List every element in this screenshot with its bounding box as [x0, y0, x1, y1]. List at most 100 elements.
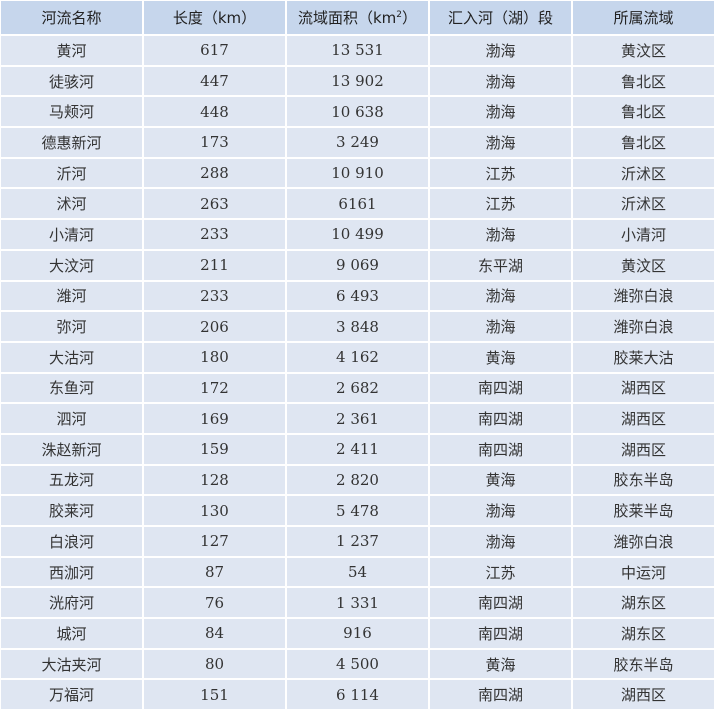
cell-basin: 鲁北区 [573, 128, 714, 157]
cell-basin: 鲁北区 [573, 66, 714, 96]
cell-outflow: 东平湖 [430, 250, 571, 280]
cell-length: 130 [144, 496, 285, 525]
cell-basin: 小清河 [573, 220, 714, 249]
cell-basin-area: 6 493 [287, 281, 428, 311]
cell-river-name: 黄河 [1, 36, 142, 65]
cell-river-name: 沂河 [1, 158, 142, 188]
header-basin-area-close: ） [402, 9, 418, 27]
cell-basin: 潍弥白浪 [573, 312, 714, 341]
cell-outflow: 黄海 [430, 649, 571, 679]
cell-river-name: 五龙河 [1, 465, 142, 495]
cell-length: 84 [144, 619, 285, 648]
table-row: 小清河 233 10 499 渤海 小清河 [1, 220, 714, 249]
cell-basin: 胶莱大沽 [573, 342, 714, 372]
cell-river-name: 马颊河 [1, 97, 142, 127]
cell-length: 172 [144, 373, 285, 403]
cell-outflow: 黄海 [430, 465, 571, 495]
cell-outflow: 江苏 [430, 158, 571, 188]
header-length: 长度（km） [144, 1, 285, 34]
cell-length: 76 [144, 588, 285, 618]
cell-length: 180 [144, 342, 285, 372]
cell-river-name: 小清河 [1, 220, 142, 249]
table-row: 潍河 233 6 493 渤海 潍弥白浪 [1, 281, 714, 311]
table-row: 徒骇河 447 13 902 渤海 鲁北区 [1, 66, 714, 96]
cell-basin: 黄汶区 [573, 250, 714, 280]
cell-river-name: 沭河 [1, 189, 142, 219]
cell-outflow: 黄海 [430, 342, 571, 372]
cell-river-name: 大沽夹河 [1, 649, 142, 679]
cell-river-name: 城河 [1, 619, 142, 648]
cell-length: 173 [144, 128, 285, 157]
cell-outflow: 渤海 [430, 66, 571, 96]
cell-basin-area: 2 411 [287, 434, 428, 464]
cell-outflow: 渤海 [430, 220, 571, 249]
header-outflow: 汇入河（湖）段 [430, 1, 571, 34]
cell-basin: 沂沭区 [573, 158, 714, 188]
cell-basin-area: 54 [287, 557, 428, 587]
table-row: 西泇河 87 54 江苏 中运河 [1, 557, 714, 587]
cell-basin-area: 5 478 [287, 496, 428, 525]
cell-basin-area: 2 820 [287, 465, 428, 495]
cell-length: 169 [144, 404, 285, 433]
cell-river-name: 弥河 [1, 312, 142, 341]
cell-outflow: 南四湖 [430, 373, 571, 403]
cell-basin: 湖西区 [573, 680, 714, 710]
cell-basin: 胶东半岛 [573, 465, 714, 495]
cell-basin: 胶东半岛 [573, 649, 714, 679]
cell-length: 159 [144, 434, 285, 464]
header-row: 河流名称 长度（km） 流域面积（km2） 汇入河（湖）段 所属流域 [1, 1, 714, 34]
cell-outflow: 渤海 [430, 128, 571, 157]
cell-basin-area: 3 848 [287, 312, 428, 341]
cell-basin-area: 10 910 [287, 158, 428, 188]
cell-outflow: 江苏 [430, 557, 571, 587]
cell-river-name: 潍河 [1, 281, 142, 311]
table-row: 泗河 169 2 361 南四湖 湖西区 [1, 404, 714, 433]
cell-basin-area: 2 361 [287, 404, 428, 433]
table-row: 白浪河 127 1 237 渤海 潍弥白浪 [1, 527, 714, 556]
cell-basin-area: 6161 [287, 189, 428, 219]
table-row: 大沽夹河 80 4 500 黄海 胶东半岛 [1, 649, 714, 679]
cell-river-name: 洸府河 [1, 588, 142, 618]
cell-length: 127 [144, 527, 285, 556]
cell-outflow: 渤海 [430, 36, 571, 65]
cell-outflow: 渤海 [430, 312, 571, 341]
table-row: 大沽河 180 4 162 黄海 胶莱大沽 [1, 342, 714, 372]
table-row: 洙赵新河 159 2 411 南四湖 湖西区 [1, 434, 714, 464]
cell-basin: 湖东区 [573, 619, 714, 648]
cell-basin-area: 1 237 [287, 527, 428, 556]
cell-basin-area: 2 682 [287, 373, 428, 403]
header-basin: 所属流域 [573, 1, 714, 34]
header-basin-area: 流域面积（km2） [287, 1, 428, 34]
cell-outflow: 渤海 [430, 281, 571, 311]
cell-basin: 沂沭区 [573, 189, 714, 219]
cell-basin-area: 3 249 [287, 128, 428, 157]
table-row: 五龙河 128 2 820 黄海 胶东半岛 [1, 465, 714, 495]
table-row: 沭河 263 6161 江苏 沂沭区 [1, 189, 714, 219]
cell-basin: 湖东区 [573, 588, 714, 618]
cell-length: 151 [144, 680, 285, 710]
cell-outflow: 渤海 [430, 97, 571, 127]
cell-river-name: 西泇河 [1, 557, 142, 587]
cell-length: 447 [144, 66, 285, 96]
cell-river-name: 泗河 [1, 404, 142, 433]
cell-basin-area: 6 114 [287, 680, 428, 710]
cell-length: 233 [144, 220, 285, 249]
cell-basin: 中运河 [573, 557, 714, 587]
cell-river-name: 胶莱河 [1, 496, 142, 525]
header-basin-area-text: 流域面积（km [297, 9, 397, 27]
cell-outflow: 南四湖 [430, 619, 571, 648]
table-row: 德惠新河 173 3 249 渤海 鲁北区 [1, 128, 714, 157]
cell-length: 617 [144, 36, 285, 65]
table-row: 东鱼河 172 2 682 南四湖 湖西区 [1, 373, 714, 403]
table-row: 马颊河 448 10 638 渤海 鲁北区 [1, 97, 714, 127]
cell-basin-area: 916 [287, 619, 428, 648]
cell-river-name: 德惠新河 [1, 128, 142, 157]
cell-length: 288 [144, 158, 285, 188]
cell-river-name: 万福河 [1, 680, 142, 710]
cell-outflow: 南四湖 [430, 588, 571, 618]
cell-basin: 黄汶区 [573, 36, 714, 65]
cell-outflow: 南四湖 [430, 680, 571, 710]
cell-river-name: 白浪河 [1, 527, 142, 556]
cell-river-name: 徒骇河 [1, 66, 142, 96]
